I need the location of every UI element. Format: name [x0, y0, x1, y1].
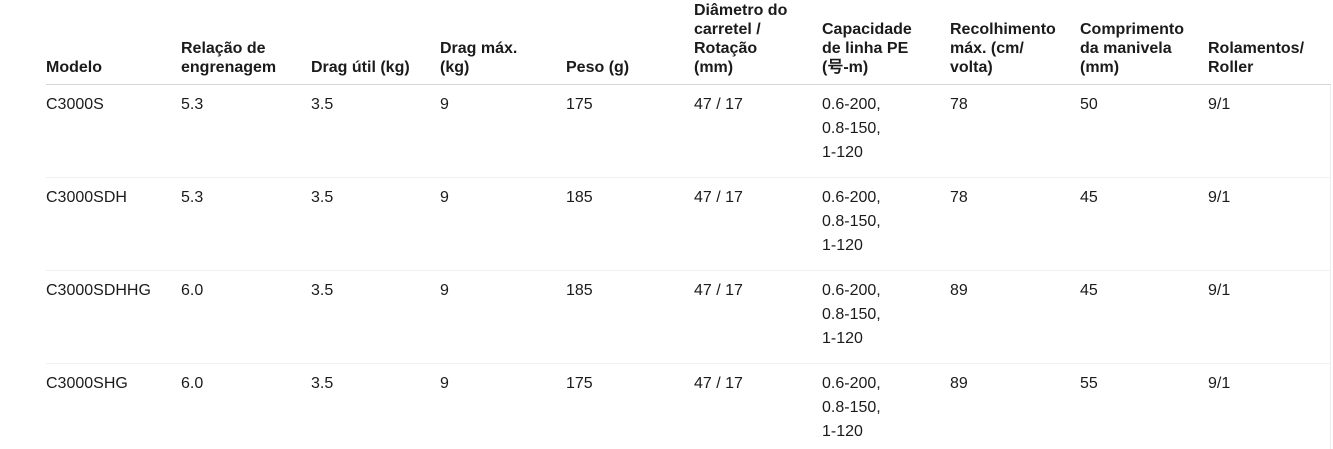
- table-row: C3000SDHHG 6.0 3.5 9 185 47 / 17 0.6-200…: [46, 270, 1331, 364]
- cell-weight: 185: [566, 270, 694, 364]
- cell-weight: 175: [566, 363, 694, 449]
- column-header-modelo: Modelo: [46, 0, 181, 85]
- cell-model: C3000SDHHG: [46, 270, 181, 364]
- cell-pe-capacity: 0.6-200, 0.8-150, 1-120: [822, 270, 950, 364]
- cell-max-retrieve: 78: [950, 84, 1080, 178]
- column-header-capacidade-linha-pe: Capacidade de linha PE (号-m): [822, 0, 950, 85]
- cell-gear-ratio: 5.3: [181, 177, 311, 271]
- cell-max-retrieve: 89: [950, 363, 1080, 449]
- cell-gear-ratio: 6.0: [181, 363, 311, 449]
- cell-spool-diameter: 47 / 17: [694, 84, 822, 178]
- cell-drag-util: 3.5: [311, 84, 440, 178]
- cell-drag-util: 3.5: [311, 177, 440, 271]
- cell-pe-capacity: 0.6-200, 0.8-150, 1-120: [822, 84, 950, 178]
- reel-spec-table: Modelo Relação de engrenagem Drag útil (…: [46, 0, 1331, 449]
- column-header-relacao-engrenagem: Relação de engrenagem: [181, 0, 311, 85]
- cell-bearings: 9/1: [1208, 177, 1331, 271]
- column-header-drag-util: Drag útil (kg): [311, 0, 440, 85]
- cell-model: C3000SDH: [46, 177, 181, 271]
- cell-pe-capacity: 0.6-200, 0.8-150, 1-120: [822, 363, 950, 449]
- column-header-diametro-carretel: Diâmetro do carretel / Rotação (mm): [694, 0, 822, 85]
- cell-handle-length: 45: [1080, 177, 1208, 271]
- cell-drag-util: 3.5: [311, 270, 440, 364]
- cell-spool-diameter: 47 / 17: [694, 270, 822, 364]
- cell-spool-diameter: 47 / 17: [694, 363, 822, 449]
- spec-table-container: Modelo Relação de engrenagem Drag útil (…: [46, 0, 1331, 449]
- cell-gear-ratio: 5.3: [181, 84, 311, 178]
- cell-handle-length: 45: [1080, 270, 1208, 364]
- cell-bearings: 9/1: [1208, 363, 1331, 449]
- table-row: C3000S 5.3 3.5 9 175 47 / 17 0.6-200, 0.…: [46, 84, 1331, 178]
- cell-model: C3000S: [46, 84, 181, 178]
- cell-drag-max: 9: [440, 84, 566, 178]
- column-header-recolhimento-max: Recolhimento máx. (cm/ volta): [950, 0, 1080, 85]
- cell-gear-ratio: 6.0: [181, 270, 311, 364]
- header-row: Modelo Relação de engrenagem Drag útil (…: [46, 0, 1330, 85]
- column-header-peso: Peso (g): [566, 0, 694, 85]
- cell-handle-length: 50: [1080, 84, 1208, 178]
- cell-model: C3000SHG: [46, 363, 181, 449]
- cell-weight: 175: [566, 84, 694, 178]
- cell-max-retrieve: 89: [950, 270, 1080, 364]
- table-row: C3000SDH 5.3 3.5 9 185 47 / 17 0.6-200, …: [46, 177, 1331, 271]
- cell-drag-max: 9: [440, 363, 566, 449]
- cell-weight: 185: [566, 177, 694, 271]
- cell-spool-diameter: 47 / 17: [694, 177, 822, 271]
- column-header-comprimento-manivela: Comprimento da manivela (mm): [1080, 0, 1208, 85]
- column-header-rolamentos: Rolamentos/ Roller: [1208, 0, 1330, 85]
- cell-max-retrieve: 78: [950, 177, 1080, 271]
- cell-pe-capacity: 0.6-200, 0.8-150, 1-120: [822, 177, 950, 271]
- cell-bearings: 9/1: [1208, 84, 1331, 178]
- cell-bearings: 9/1: [1208, 270, 1331, 364]
- cell-drag-max: 9: [440, 270, 566, 364]
- cell-handle-length: 55: [1080, 363, 1208, 449]
- cell-drag-util: 3.5: [311, 363, 440, 449]
- column-header-drag-max: Drag máx. (kg): [440, 0, 566, 85]
- table-row: C3000SHG 6.0 3.5 9 175 47 / 17 0.6-200, …: [46, 363, 1331, 449]
- cell-drag-max: 9: [440, 177, 566, 271]
